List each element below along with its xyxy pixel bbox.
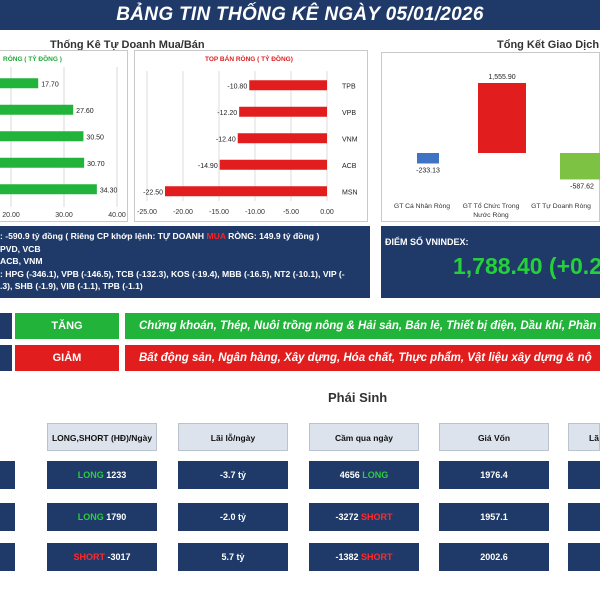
buy-x-tick: 40.00 — [108, 212, 126, 219]
info-line-3: ACB, VNM — [0, 256, 43, 266]
sell-category: VNM — [342, 136, 358, 143]
summary-chart: -233.13 GT Cá Nhân Ròng 1,555.90 GT Tổ Chức… — [394, 74, 600, 219]
derivatives-position: SHORT -3017 — [47, 543, 157, 571]
summary-chart-box: -233.13 GT Cá Nhân Ròng 1,555.90 GT Tổ Chức… — [381, 52, 600, 222]
buy-chart: RÒNG ( TỶ ĐỒNG ) 17.70 27.60 30.50 30.70 34.… — [0, 53, 126, 219]
sell-category: VPB — [342, 110, 356, 117]
sell-bar — [219, 159, 327, 170]
derivatives-hold: -3272 SHORT — [309, 503, 419, 531]
page-title: BẢNG TIN THỐNG KÊ NGÀY 05/01/2026 — [0, 0, 600, 30]
info-line-2: PVD, VCB — [0, 243, 41, 254]
derivatives-profit — [568, 461, 600, 489]
buy-bar — [0, 78, 39, 89]
sell-bar — [237, 133, 327, 144]
summary-title: Tổng Kết Giao Dịch — [497, 39, 600, 51]
sell-bar — [165, 186, 327, 197]
vnindex-value: 1,788.40 (+0.22 — [453, 253, 600, 279]
buy-x-tick: 20.00 — [2, 212, 20, 219]
buy-bar — [0, 131, 84, 142]
summary-bar — [560, 153, 600, 180]
sell-bar-label: -12.40 — [216, 136, 236, 143]
info-line-4: : HPG (-346.1), VPB (-146.5), TCB (-132.… — [0, 268, 345, 279]
sector-up-label: TĂNG — [15, 313, 119, 339]
sell-x-tick: -10.00 — [245, 209, 265, 216]
buy-bar — [0, 184, 97, 195]
summary-bar-label: -587.62 — [570, 183, 594, 190]
sector-down-row: GIẢM Bất động sản, Ngân hàng, Xây dựng, … — [0, 345, 600, 371]
derivatives-header: Cầm qua ngày — [309, 423, 419, 451]
sector-up-row: TĂNG Chứng khoán, Thép, Nuôi trồng nông … — [0, 313, 600, 339]
derivatives-header: Lãi — [568, 423, 600, 451]
sell-x-tick: -15.00 — [209, 209, 229, 216]
sell-chart-box: TOP BÁN RÒNG ( TỶ ĐỒNG) -25.00 -20.00 -15.… — [134, 50, 368, 222]
vnindex-label: ĐIỂM SỐ VNINDEX: — [385, 237, 469, 247]
sell-x-tick: 0.00 — [320, 209, 334, 216]
sector-down-label: GIẢM — [15, 345, 119, 371]
sell-bar — [249, 80, 327, 91]
sector-down-list: Bất động sản, Ngân hàng, Xây dựng, Hóa c… — [125, 345, 600, 371]
derivatives-position: LONG 1790 — [47, 503, 157, 531]
sector-up-marker — [0, 313, 12, 339]
info-line-5: .3), SHB (-1.9), VIB (-1.1), TPB (-1.1) — [0, 281, 143, 291]
summary-bar-label: 1,555.90 — [488, 74, 515, 81]
derivatives-cost: 1957.1 — [439, 503, 549, 531]
sell-x-tick: -20.00 — [173, 209, 193, 216]
buy-bar-label: 30.70 — [87, 161, 105, 168]
derivatives-profit — [568, 543, 600, 571]
sell-bar — [239, 106, 327, 117]
self-trading-title: Thống Kê Tự Doanh Mua/Bán — [50, 39, 205, 51]
buy-bar-label: 30.50 — [86, 134, 104, 141]
buy-bar — [0, 104, 74, 115]
derivatives-title: Phái Sinh — [328, 390, 388, 405]
summary-category: GT Cá Nhân Ròng — [394, 203, 450, 210]
buy-bar-label: 34.30 — [100, 187, 118, 194]
sector-up-list: Chứng khoán, Thép, Nuôi trồng nông & Hải… — [125, 313, 600, 339]
buy-x-tick: 30.00 — [55, 212, 73, 219]
derivatives-hold: -1382 SHORT — [309, 543, 419, 571]
derivatives-pnl: 5.7 tỷ — [178, 543, 288, 571]
derivatives-position: LONG 1233 — [47, 461, 157, 489]
summary-category: Nước Ròng — [473, 212, 509, 219]
derivatives-stub — [0, 543, 15, 571]
sell-x-tick: -25.00 — [137, 209, 157, 216]
summary-bar — [478, 83, 526, 153]
buy-bar — [0, 157, 85, 168]
derivatives-stub — [0, 503, 15, 531]
summary-category: GT Tự Doanh Ròng — [531, 203, 591, 210]
sell-category: MSN — [342, 189, 358, 196]
sell-x-tick: -5.00 — [283, 209, 299, 216]
derivatives-stub — [0, 461, 15, 489]
derivatives-cost: 1976.4 — [439, 461, 549, 489]
derivatives-header: Giá Vốn — [439, 423, 549, 451]
vnindex-box: ĐIỂM SỐ VNINDEX: 1,788.40 (+0.22 — [381, 226, 600, 298]
buy-chart-subtitle: RÒNG ( TỶ ĐỒNG ) — [3, 53, 62, 63]
sell-bar-label: -10.80 — [227, 83, 247, 90]
self-trading-info: : -590.9 tỷ đồng ( Riêng CP khớp lệnh: T… — [0, 226, 370, 298]
derivatives-pnl: -3.7 tỷ — [178, 461, 288, 489]
buy-bar-label: 17.70 — [41, 81, 59, 88]
info-line-1: : -590.9 tỷ đồng ( Riêng CP khớp lệnh: T… — [0, 231, 320, 241]
sector-down-marker — [0, 345, 12, 371]
derivatives-pnl: -2.0 tỷ — [178, 503, 288, 531]
sell-category: TPB — [342, 83, 356, 90]
derivatives-hold: 4656 LONG — [309, 461, 419, 489]
sell-category: ACB — [342, 163, 357, 170]
derivatives-header: LONG,SHORT (HĐ)/Ngày — [47, 423, 157, 451]
summary-bar-label: -233.13 — [416, 167, 440, 174]
sell-chart: TOP BÁN RÒNG ( TỶ ĐỒNG) -25.00 -20.00 -15.… — [137, 53, 358, 216]
buy-chart-box: RÒNG ( TỶ ĐỒNG ) 17.70 27.60 30.50 30.70 34.… — [0, 50, 128, 222]
derivatives-header: Lãi lỗ/ngày — [178, 423, 288, 451]
derivatives-profit — [568, 503, 600, 531]
sell-bar-label: -22.50 — [143, 189, 163, 196]
sell-bar-label: -14.90 — [198, 163, 218, 170]
sell-chart-subtitle: TOP BÁN RÒNG ( TỶ ĐỒNG) — [205, 53, 293, 63]
derivatives-cost: 2002.6 — [439, 543, 549, 571]
summary-bar — [417, 153, 439, 164]
sell-bar-label: -12.20 — [217, 110, 237, 117]
summary-category: GT Tổ Chức Trong — [463, 202, 520, 210]
buy-bar-label: 27.60 — [76, 108, 94, 115]
